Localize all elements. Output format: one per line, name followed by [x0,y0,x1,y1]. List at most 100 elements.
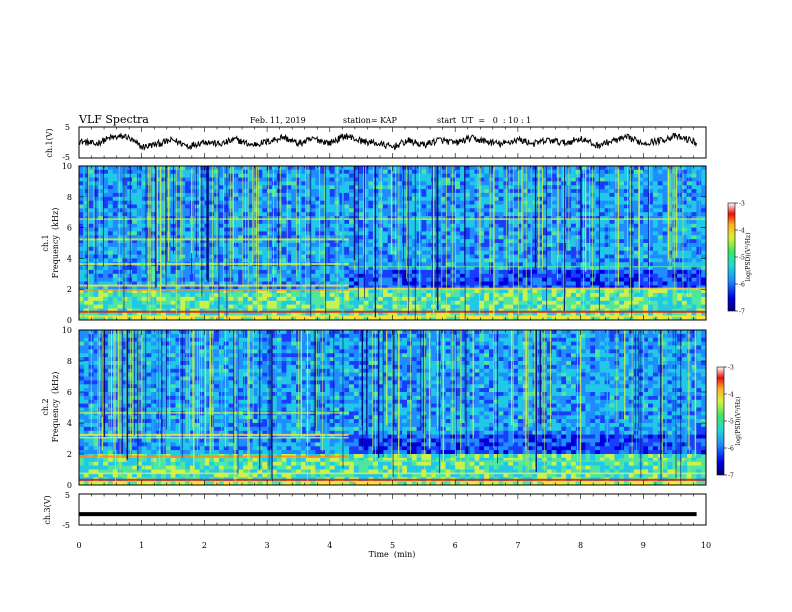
spectrogram-cell [180,166,186,171]
spectrogram-cell [218,273,225,279]
spectrogram-cell [214,269,220,275]
spectrogram-cell [175,177,181,182]
spectrogram-cell [542,208,548,213]
spectrogram-cell [479,300,485,306]
spectrogram-cell [402,285,408,290]
spectrogram-cell [397,223,403,229]
spectrogram-cell [527,266,533,271]
spectrogram-cell [469,258,475,263]
spectrogram-cell [527,227,533,232]
spectrogram-cell [368,308,374,313]
spectrogram-cell [349,169,355,175]
spectrogram-cell [489,212,495,217]
spectrogram-cell [156,196,162,202]
spectrogram-cell [136,227,143,232]
spectrogram-cell [378,293,384,298]
spectrogram-cell [681,204,688,209]
spectrogram-cell [681,166,688,171]
spectrogram-cell [522,304,528,309]
spectrogram-cell [349,296,355,302]
spectrogram-cell [397,239,403,244]
spectrogram-cell [407,196,413,202]
spectrogram-cell [556,219,562,225]
spectrogram-cell [508,285,514,290]
spectrogram-cell [83,289,90,294]
spectrogram-cell [575,304,582,309]
spectrogram-cell [571,269,577,275]
spectrogram-cell [402,231,408,236]
spectrogram-cell [614,239,620,244]
spectrogram-cell [397,216,403,221]
spectrogram-cell [633,273,639,279]
spectrogram-cell [363,169,369,175]
spectrogram-cell [112,243,119,248]
spectrogram-cell [464,223,471,229]
spectrogram-cell [624,254,630,259]
spectrogram-cell [151,296,157,302]
start-time-label: start UT = 0 : 10 : 1 [437,116,531,125]
spectrogram-cell [619,258,625,263]
spectrogram-cell [358,254,364,259]
spectrogram-cell [402,304,408,309]
spectrogram-cell [267,212,273,217]
spectrogram-cell [489,208,495,213]
spectrogram-cell [156,308,162,313]
spectrogram-cell [633,189,639,194]
spectrogram-cell [79,277,85,282]
spectrogram-cell [378,266,384,271]
spectrogram-cell [83,192,90,198]
spectrogram-cell [595,235,601,240]
spectrogram-cell [247,231,254,236]
spectrogram-cell [276,246,282,252]
spectrogram-cell [132,185,138,190]
spectrogram-cell [522,250,528,255]
spectrogram-cell [667,304,673,309]
spectrogram-cell [132,208,138,213]
spectrogram-cell [103,273,109,279]
spectrogram-cell [329,250,336,255]
spectrogram-cell [701,231,707,236]
spectrogram-cell [624,273,630,279]
spectrogram-cell [498,231,504,236]
spectrogram-cell [267,246,273,252]
spectrogram-cell [262,239,268,244]
spectrogram-cell [657,181,664,186]
spectrogram-cell [643,262,649,267]
spectrogram-cell [218,293,225,298]
spectrogram-cell [493,304,500,309]
spectrogram-cell [122,235,128,240]
spectrogram-cell [141,166,147,171]
spectrogram-cell [315,204,321,209]
spectrogram-cell [498,254,504,259]
spectrogram-cell [619,285,625,290]
spectrogram-cell [132,254,138,259]
spectrogram-cell [638,266,644,271]
spectrogram-cell [691,208,697,213]
spectrogram-cell [489,250,495,255]
spectrogram-cell [175,277,181,282]
spectrogram-cell [353,235,360,240]
spectrogram-cell [638,293,644,298]
spectrogram-cell [546,200,553,205]
spectrogram-cell [238,281,244,286]
spectrogram-cell [267,254,273,259]
spectrogram-cell [117,235,123,240]
spectrogram-cell [460,293,466,298]
spectrogram-cell [527,223,533,229]
spectrogram-cell [696,231,702,236]
spectrogram-cell [624,185,630,190]
spectrogram-cell [180,246,186,252]
spectrogram-cell [156,177,162,182]
spectrogram-cell [257,200,263,205]
spectrogram-cell [209,208,215,213]
spectrogram-cell [426,262,432,267]
spectrogram-cell [633,262,639,267]
spectrogram-cell [170,243,176,248]
spectrogram-cell [469,296,475,302]
spectrogram-cell [233,246,239,252]
spectrogram-cell [662,239,668,244]
spectrogram-cell [151,216,157,221]
spectrogram-cell [358,289,364,294]
spectrogram-cell [310,169,316,175]
spectrogram-cell [392,223,398,229]
